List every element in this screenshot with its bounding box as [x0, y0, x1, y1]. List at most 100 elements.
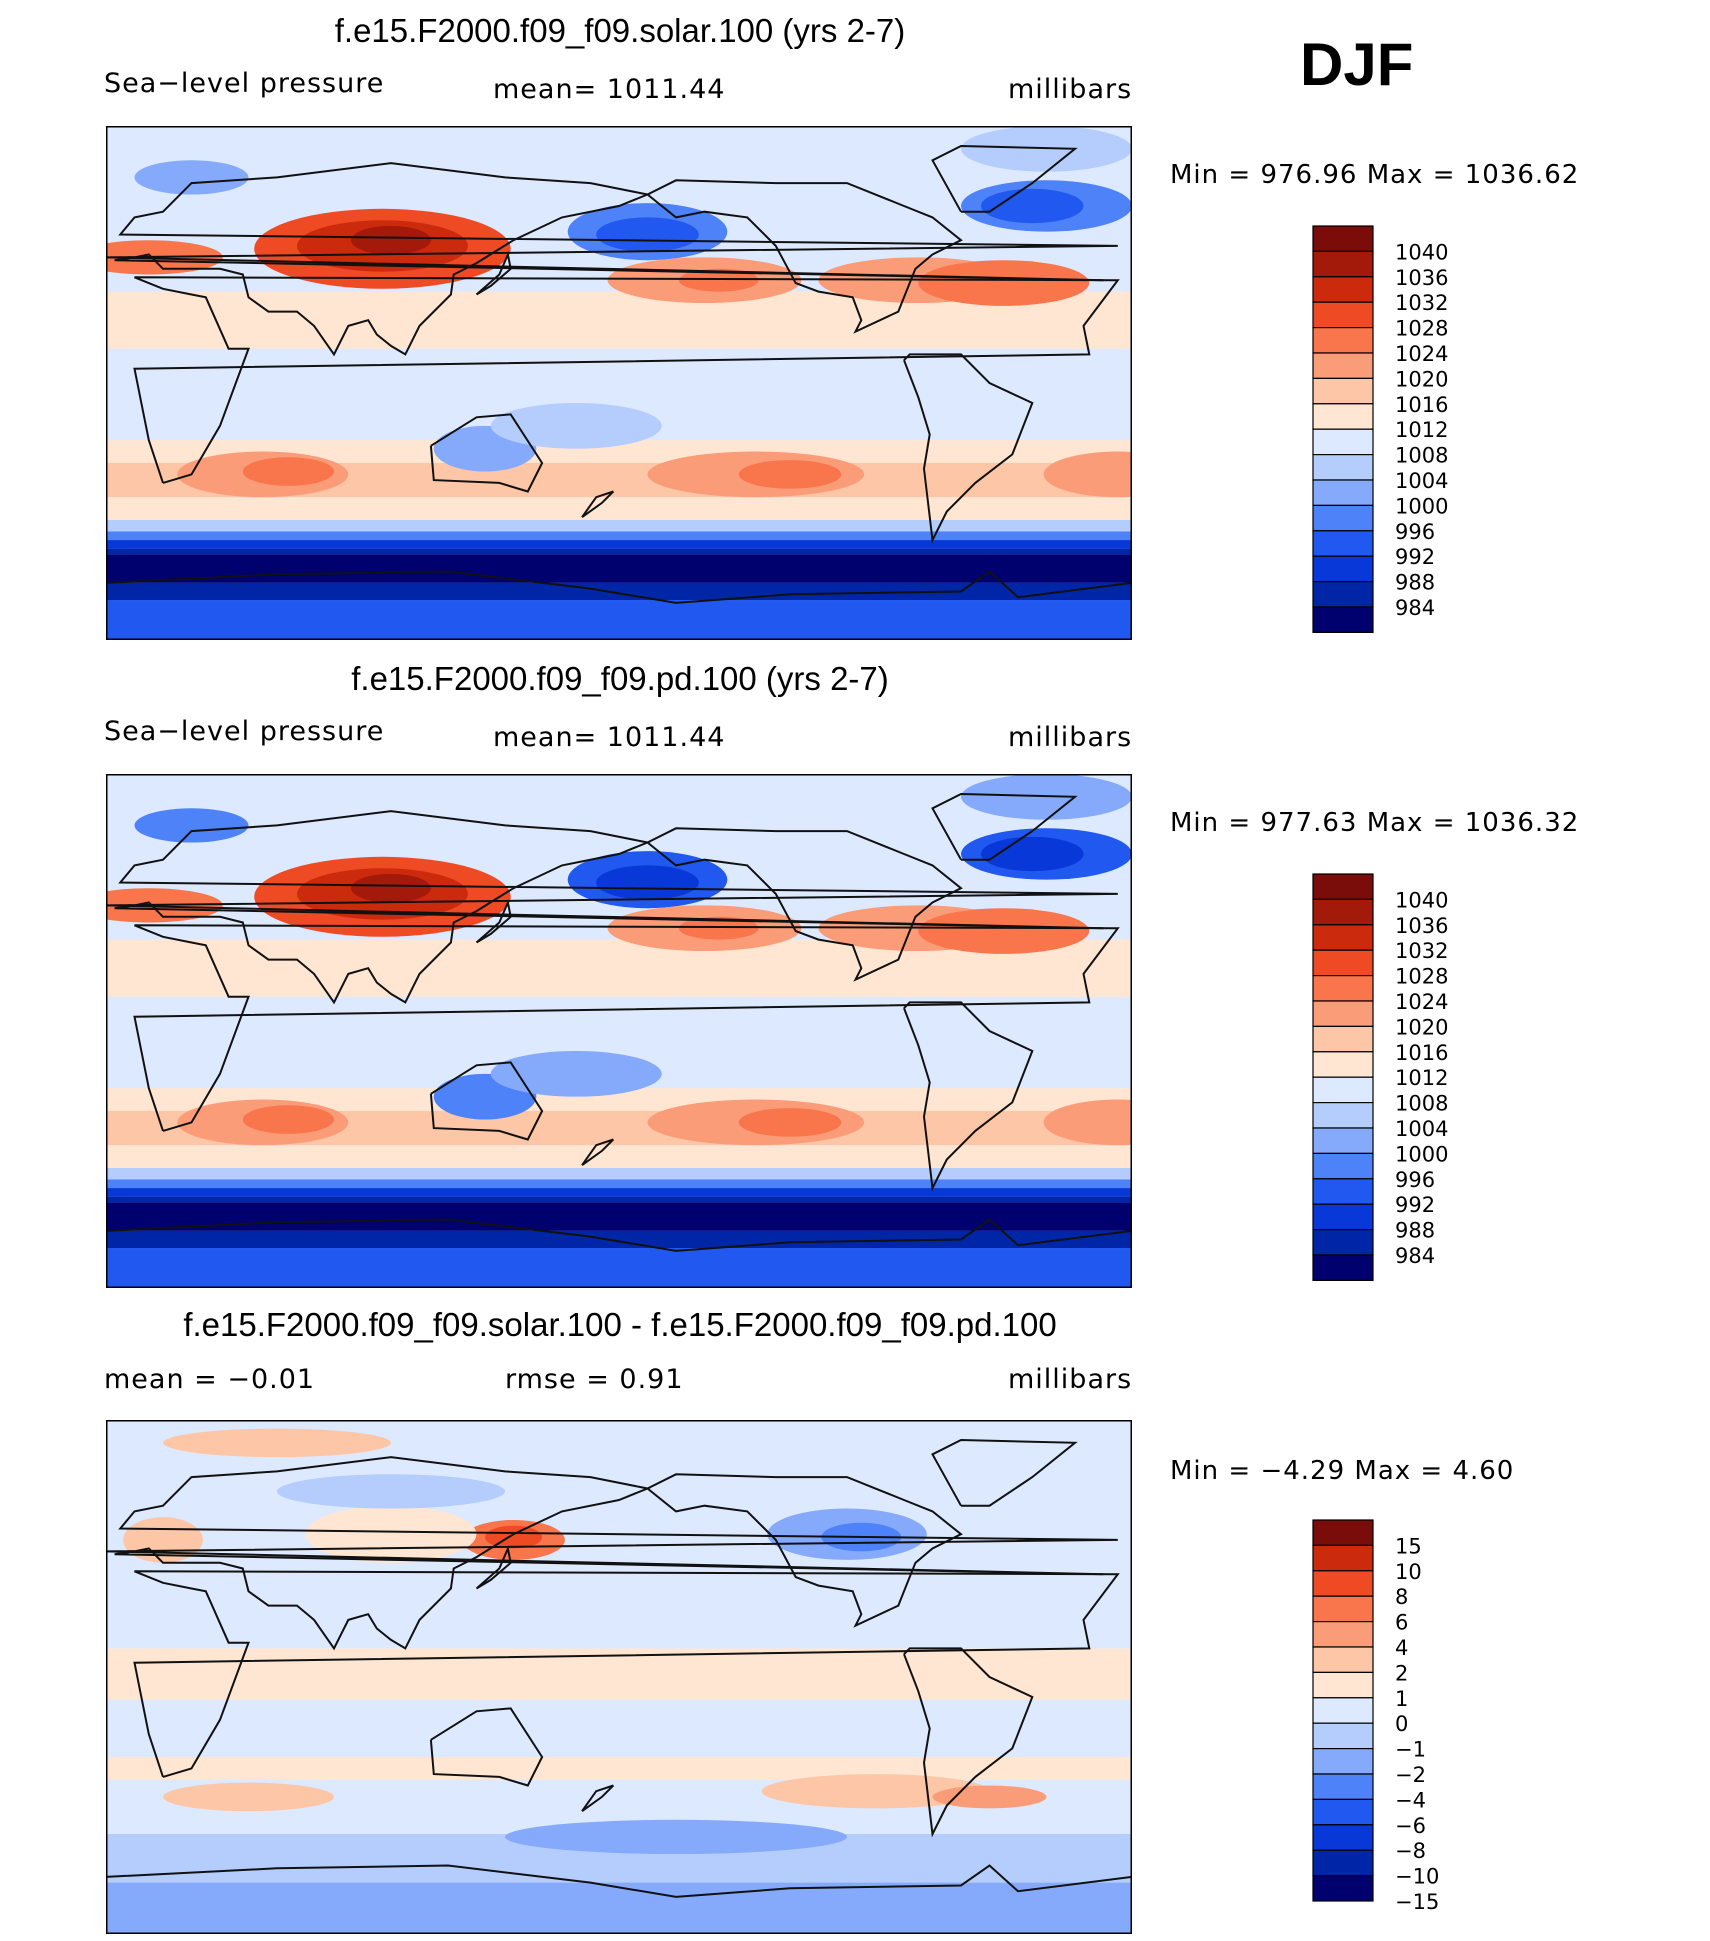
colorbar-tick-label: 15	[1395, 1534, 1422, 1558]
slp-map	[106, 774, 1132, 1288]
pressure-band	[106, 1882, 1132, 1934]
pressure-contour	[305, 1505, 477, 1563]
pressure-contour	[596, 865, 699, 900]
colorbar-tick-label: −15	[1395, 1890, 1439, 1914]
colorbar-swatch	[1312, 1875, 1374, 1902]
colorbar-swatch	[1312, 1849, 1374, 1877]
pressure-contour	[918, 908, 1090, 954]
colorbar-tick-label: −1	[1395, 1738, 1426, 1762]
pressure-contour	[134, 808, 249, 843]
colorbar: 1040103610321028102410201016101210081004…	[1312, 225, 1448, 633]
colorbar-swatch	[1312, 1595, 1374, 1623]
minmax-label: Min = −4.29 Max = 4.60	[1170, 1456, 1515, 1486]
colorbar-swatch	[1312, 949, 1374, 977]
colorbar-tick-label: 1040	[1395, 240, 1448, 264]
map-border	[106, 774, 1132, 1288]
coastline	[903, 1001, 1034, 1192]
colorbar-swatch	[1312, 1254, 1374, 1281]
colorbar-swatch	[1312, 555, 1374, 583]
pressure-band	[106, 531, 1132, 541]
pressure-band	[106, 497, 1132, 521]
colorbar-swatch	[1312, 326, 1374, 354]
pressure-contour	[277, 1474, 505, 1509]
colorbar-swatch	[1312, 352, 1374, 379]
colorbar-swatch	[1312, 974, 1374, 1002]
colorbar-swatch	[1312, 1671, 1374, 1699]
pressure-contour	[351, 873, 431, 903]
map-border	[106, 126, 1132, 640]
colorbar-swatch	[1312, 924, 1374, 951]
pressure-band	[106, 1248, 1132, 1288]
pressure-band	[106, 1648, 1132, 1700]
colorbar-tick-label: 1020	[1395, 1015, 1448, 1039]
colorbar-swatch	[1312, 1544, 1374, 1572]
pressure-band	[106, 520, 1132, 532]
pressure-band	[106, 1179, 1132, 1189]
colorbar-swatch	[1312, 301, 1374, 329]
pressure-contour	[490, 402, 662, 449]
coastline	[903, 353, 1034, 544]
colorbar-tick-label: 1020	[1395, 367, 1448, 391]
colorbar-swatch	[1312, 898, 1374, 926]
colorbar-tick-label: 1036	[1395, 266, 1448, 290]
map-border	[106, 1420, 1132, 1934]
rmse-label: rmse = 0.91	[505, 1364, 684, 1395]
units-label: millibars	[1008, 1364, 1133, 1395]
pressure-contour	[1043, 1099, 1132, 1146]
pressure-band	[106, 1145, 1132, 1169]
pressure-contour	[163, 1782, 334, 1812]
panel-title: f.e15.F2000.f09_f09.solar.100 - f.e15.F2…	[183, 1306, 1057, 1343]
diff-map	[106, 1420, 1132, 1934]
colorbar-swatch	[1312, 1051, 1374, 1078]
coastline	[106, 1218, 1132, 1252]
mean-label: mean = −0.01	[104, 1364, 316, 1395]
colorbar-tick-label: 1004	[1395, 469, 1448, 493]
colorbar-tick-label: 10	[1395, 1560, 1422, 1584]
coastline	[429, 413, 544, 493]
colorbar-swatch	[1312, 1000, 1374, 1027]
panel-title: f.e15.F2000.f09_f09.solar.100 (yrs 2-7)	[334, 12, 906, 49]
colorbar-swatch	[1312, 1697, 1374, 1724]
slp-map	[106, 126, 1132, 640]
coastline	[646, 179, 963, 334]
colorbar-swatch	[1312, 1773, 1374, 1800]
colorbar-tick-label: 996	[1395, 1168, 1435, 1192]
coastline	[106, 162, 1118, 357]
colorbar-swatch	[1312, 454, 1374, 481]
pressure-band	[106, 1088, 1132, 1111]
units-label: millibars	[1008, 74, 1133, 105]
colorbar-swatch	[1312, 1076, 1374, 1104]
colorbar-tick-label: 1	[1395, 1687, 1408, 1711]
colorbar-tick-label: 992	[1395, 545, 1435, 569]
pressure-contour	[490, 1050, 662, 1097]
pressure-band	[106, 548, 1132, 555]
pressure-band	[106, 1188, 1132, 1197]
colorbar-swatch	[1312, 504, 1374, 532]
pressure-contour	[596, 217, 699, 252]
colorbar-tick-label: 2	[1395, 1661, 1408, 1685]
pressure-band	[106, 1230, 1132, 1249]
pressure-contour	[351, 225, 431, 255]
colorbar-swatch	[1312, 1102, 1374, 1129]
colorbar: 1040103610321028102410201016101210081004…	[1312, 873, 1448, 1281]
pressure-contour	[980, 836, 1084, 872]
season-label: DJF	[1300, 31, 1414, 98]
coastline	[931, 144, 1078, 213]
pressure-contour	[918, 260, 1090, 306]
colorbar-swatch	[1312, 530, 1374, 557]
colorbar-swatch	[1312, 1127, 1374, 1154]
colorbar-tick-label: 1028	[1395, 965, 1448, 989]
coastline	[106, 1864, 1132, 1898]
coastline	[646, 1473, 963, 1628]
coastline	[475, 1545, 512, 1590]
colorbar-tick-label: 1012	[1395, 1066, 1448, 1090]
colorbar-tick-label: −10	[1395, 1865, 1439, 1889]
pressure-contour	[134, 160, 249, 195]
colorbar-swatch	[1312, 1025, 1374, 1053]
coastline	[931, 1438, 1078, 1507]
colorbar-tick-label: 988	[1395, 571, 1435, 595]
coastline	[429, 1061, 544, 1141]
colorbar-swatch	[1312, 606, 1374, 633]
pressure-band	[106, 440, 1132, 463]
coastline	[581, 1138, 615, 1167]
